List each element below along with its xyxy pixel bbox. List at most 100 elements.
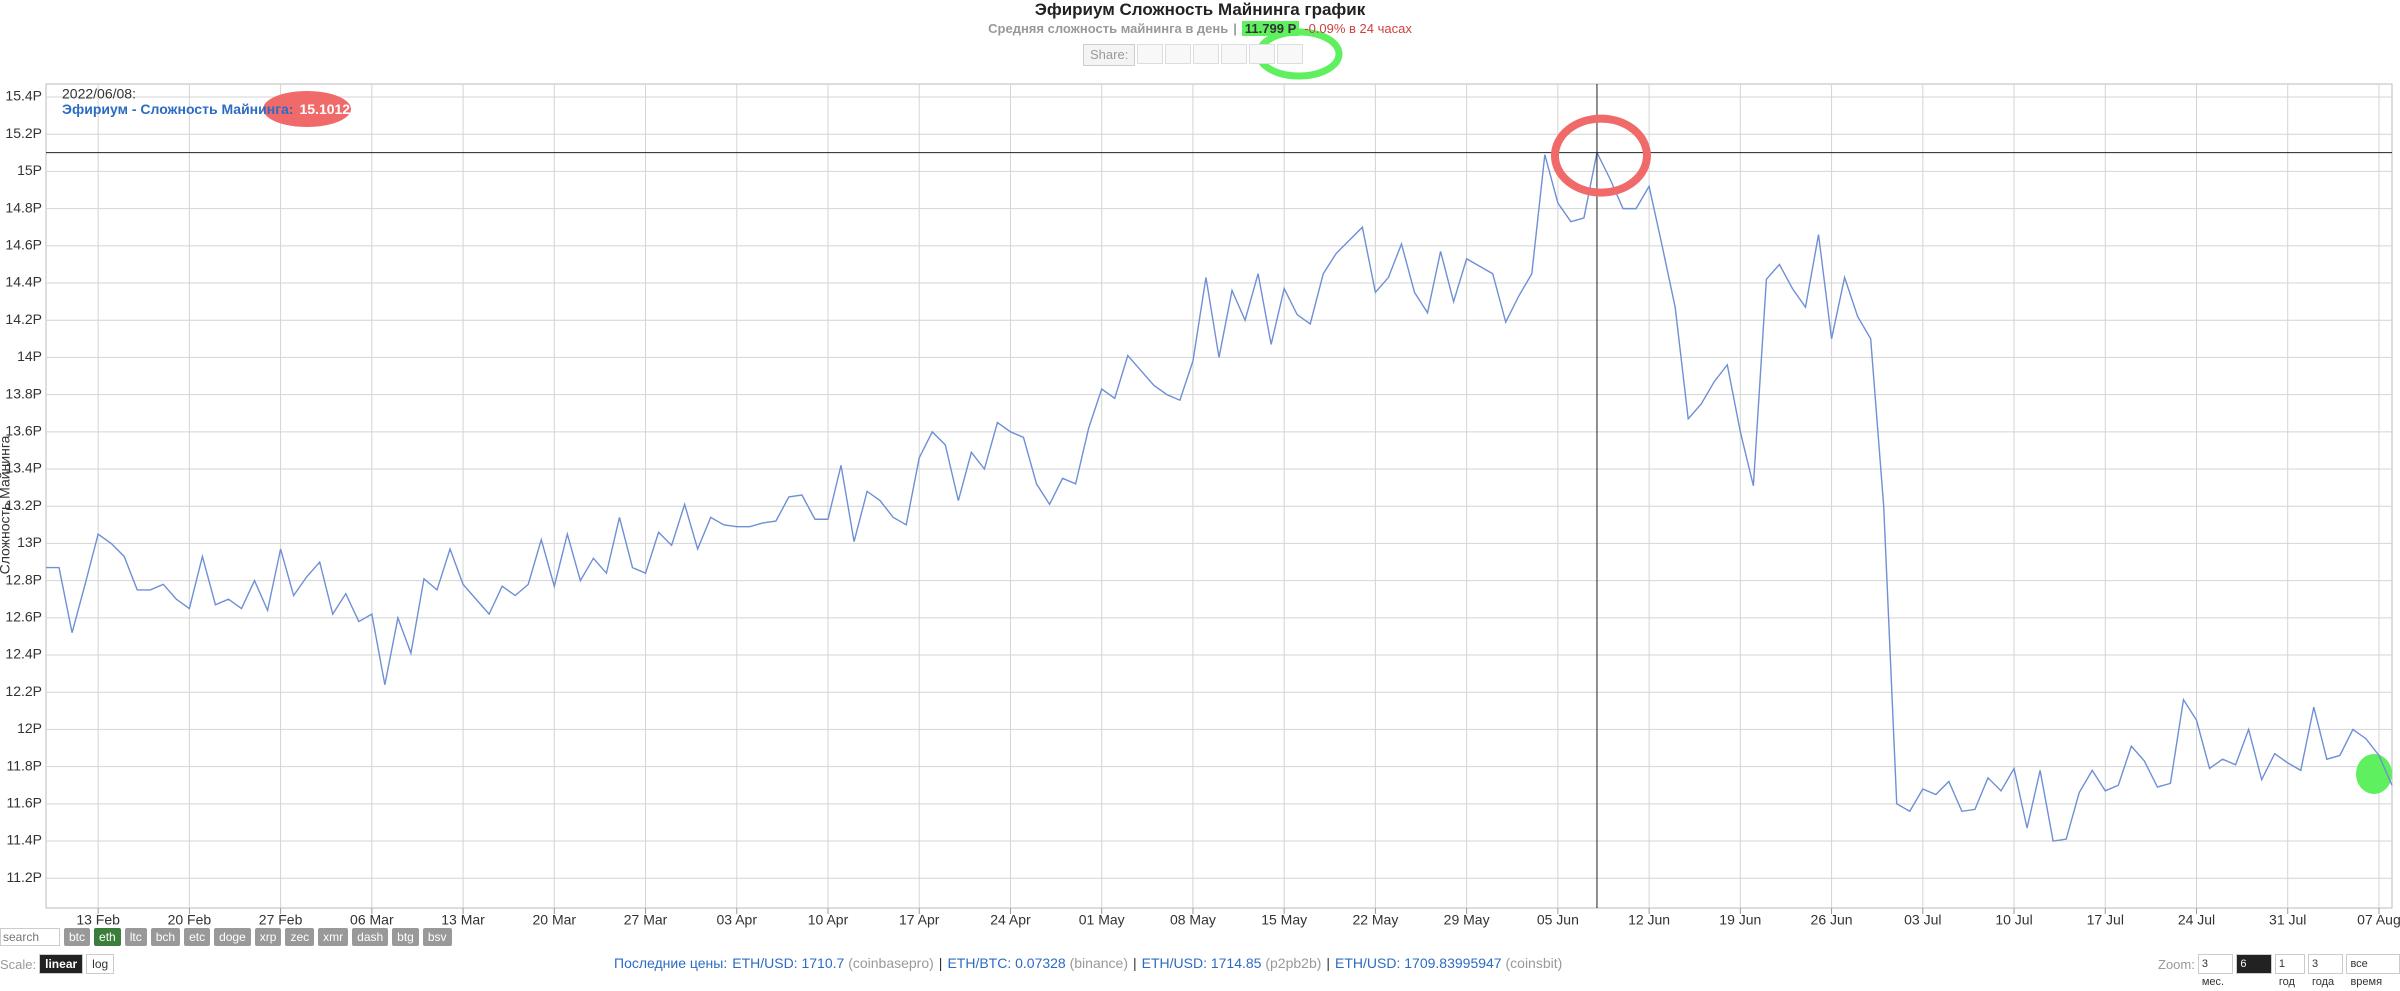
x-tick-label: 20 Feb (168, 912, 212, 928)
y-tick-label: 15.4P (5, 88, 42, 104)
x-tick-label: 10 Apr (808, 912, 849, 928)
tooltip-row: Эфириум - Сложность Майнинга: 15.1012P (62, 101, 359, 117)
y-tick-label: 11.4P (6, 832, 42, 848)
y-tick-label: 13P (17, 534, 42, 550)
y-tick-label: 14.4P (5, 274, 42, 290)
price-item: ETH/BTC: 0.07328 (binance) (947, 955, 1128, 971)
zoom-button[interactable]: 6 мес. (2236, 954, 2272, 988)
zoom-button[interactable]: 3 мес. (2197, 954, 2234, 988)
price-separator: | (1132, 955, 1137, 971)
share-facebook[interactable] (1249, 44, 1276, 64)
price-source: (p2pb2b) (1265, 955, 1322, 971)
x-tick-label: 19 Jun (1719, 912, 1761, 928)
x-tick-label: 20 Mar (533, 912, 577, 928)
share-twitter[interactable] (1137, 44, 1164, 64)
price-separator: | (938, 955, 943, 971)
grid (45, 83, 2393, 909)
share-vk[interactable] (1193, 44, 1220, 64)
annotation-blob (263, 91, 351, 127)
x-tick-label: 15 May (1261, 912, 1307, 928)
share-bar: Share: (1083, 44, 1304, 66)
zoom-label: Zoom: (2158, 956, 2195, 972)
scale-label: Scale: (0, 956, 37, 972)
search-input[interactable] (0, 928, 60, 946)
price-pair: ETH/BTC: 0.07328 (947, 955, 1066, 971)
coin-button[interactable]: xrp (254, 928, 282, 946)
x-tick-label: 06 Mar (350, 912, 394, 928)
separator: | (1233, 21, 1237, 36)
price-item: ETH/USD: 1709.83995947 (coinsbit) (1335, 955, 1562, 971)
zoom-button[interactable]: 3 года (2307, 954, 2344, 988)
x-tick-label: 26 Jun (1811, 912, 1853, 928)
coin-button[interactable]: eth (94, 928, 121, 946)
x-tick-label: 13 Mar (441, 912, 485, 928)
x-tick-label: 10 Jul (1995, 912, 2032, 928)
coin-button[interactable]: doge (214, 928, 251, 946)
x-tick-label: 13 Feb (76, 912, 120, 928)
y-tick-label: 14.6P (5, 237, 42, 253)
price-item: ETH/USD: 1710.7 (coinbasepro) (732, 955, 934, 971)
y-tick-label: 13.6P (5, 423, 42, 439)
plot-area (45, 83, 2393, 909)
coin-button[interactable]: ltc (124, 928, 147, 946)
coin-button[interactable]: zec (285, 928, 315, 946)
coin-button[interactable]: xmr (318, 928, 349, 946)
y-tick-label: 12.8P (5, 571, 42, 587)
price-item: ETH/USD: 1714.85 (p2pb2b) (1142, 955, 1322, 971)
coin-button[interactable]: bch (150, 928, 181, 946)
price-separator: | (1326, 955, 1331, 971)
price-pair: ETH/USD: 1710.7 (732, 955, 845, 971)
coin-button[interactable]: etc (184, 928, 211, 946)
x-tick-label: 27 Mar (624, 912, 668, 928)
share-weibo[interactable] (1277, 44, 1304, 64)
y-tick-label: 12.2P (5, 683, 42, 699)
share-ok[interactable] (1221, 44, 1248, 64)
coin-button[interactable]: btc (64, 928, 91, 946)
x-tick-label: 01 May (1079, 912, 1125, 928)
price-pair: ETH/USD: 1709.83995947 (1335, 955, 1502, 971)
x-tick-label: 27 Feb (259, 912, 303, 928)
y-tick-label: 12.6P (5, 609, 42, 625)
current-value: 11.799 P (1241, 21, 1300, 36)
prices-label: Последние цены: (614, 955, 728, 971)
subtitle-row: Средняя сложность майнинга в день | 11.7… (0, 21, 2400, 36)
price-pair: ETH/USD: 1714.85 (1141, 955, 1262, 971)
y-tick-label: 12P (17, 720, 42, 736)
zoom-bar: Zoom: 3 мес. 6 мес. 1 год 3 года все время (2158, 954, 2400, 988)
scale-button[interactable]: linear (39, 954, 84, 974)
y-tick-label: 13.4P (5, 460, 42, 476)
x-tick-label: 31 Jul (2269, 912, 2306, 928)
scale-bar: Scale: linear log (0, 954, 115, 974)
y-tick-label: 15P (17, 162, 42, 178)
y-tick-label: 13.8P (5, 385, 42, 401)
line-series (46, 150, 2393, 842)
x-tick-label: 12 Jun (1628, 912, 1670, 928)
y-tick-label: 11.6P (6, 795, 42, 811)
coin-button[interactable]: btg (392, 928, 419, 946)
x-tick-label: 08 May (1170, 912, 1216, 928)
y-tick-label: 12.4P (5, 646, 42, 662)
x-tick-label: 29 May (1444, 912, 1490, 928)
share-reddit[interactable] (1165, 44, 1192, 64)
price-source: (binance) (1069, 955, 1128, 971)
x-tick-label: 17 Jul (2087, 912, 2124, 928)
prices-bar: Последние цены: ETH/USD: 1710.7 (coinbas… (614, 955, 1562, 971)
tooltip-value: 15.1012P (299, 101, 359, 117)
zoom-button[interactable]: все время (2346, 954, 2400, 988)
y-tick-label: 11.8P (6, 757, 42, 773)
coin-button[interactable]: bsv (422, 928, 452, 946)
x-tick-label: 24 Jul (2178, 912, 2215, 928)
x-tick-label: 03 Jul (1904, 912, 1941, 928)
coin-button[interactable]: dash (352, 928, 389, 946)
price-source: (coinbasepro) (848, 955, 934, 971)
y-axis-title: Сложность Майнинга (0, 435, 13, 574)
title: Эфириум Сложность Майнинга график (1034, 0, 1366, 19)
zoom-button[interactable]: 1 год (2274, 954, 2305, 988)
y-tick-label: 11.2P (6, 869, 42, 885)
tooltip-date: 2022/06/08: (62, 86, 136, 102)
scale-button[interactable]: log (86, 954, 115, 974)
share-label: Share: (1083, 44, 1136, 66)
